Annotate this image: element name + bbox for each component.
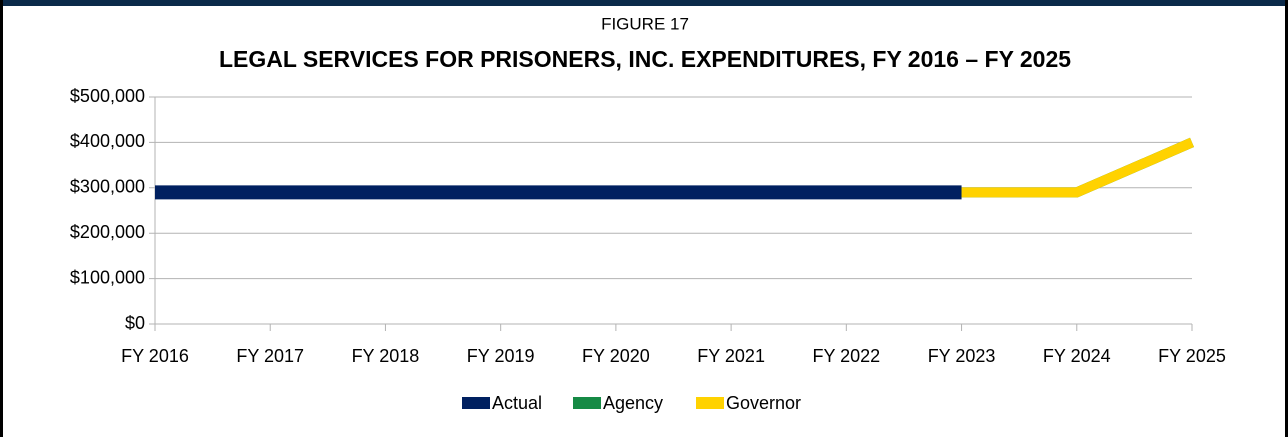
x-tick-label: FY 2023: [928, 346, 996, 366]
y-tick-label: $300,000: [70, 177, 145, 197]
y-tick-label: $0: [125, 313, 145, 333]
top-border: [0, 0, 1288, 6]
legend-label: Agency: [603, 393, 663, 413]
y-tick-label: $100,000: [70, 267, 145, 287]
x-tick-label: FY 2018: [352, 346, 420, 366]
x-tick-label: FY 2020: [582, 346, 650, 366]
legend-swatch: [573, 397, 601, 409]
series-line: [961, 137, 1194, 198]
legend-label: Governor: [726, 393, 801, 413]
right-border: [1285, 0, 1288, 437]
series-line: [961, 137, 1194, 198]
x-tick-label: FY 2021: [697, 346, 765, 366]
x-tick-label: FY 2025: [1158, 346, 1226, 366]
x-tick-label: FY 2024: [1043, 346, 1111, 366]
x-tick-label: FY 2017: [236, 346, 304, 366]
y-tick-label: $200,000: [70, 222, 145, 242]
x-tick-label: FY 2022: [812, 346, 880, 366]
x-tick-label: FY 2019: [467, 346, 535, 366]
left-border: [0, 0, 3, 437]
x-tick-label: FY 2016: [121, 346, 189, 366]
y-tick-label: $400,000: [70, 131, 145, 151]
y-tick-label: $500,000: [70, 86, 145, 106]
chart-title: LEGAL SERVICES FOR PRISONERS, INC. EXPEN…: [219, 46, 1071, 72]
legend-label: Actual: [492, 393, 542, 413]
chart-supertitle: FIGURE 17: [601, 14, 689, 33]
legend-swatch: [696, 397, 724, 409]
legend-swatch: [462, 397, 490, 409]
